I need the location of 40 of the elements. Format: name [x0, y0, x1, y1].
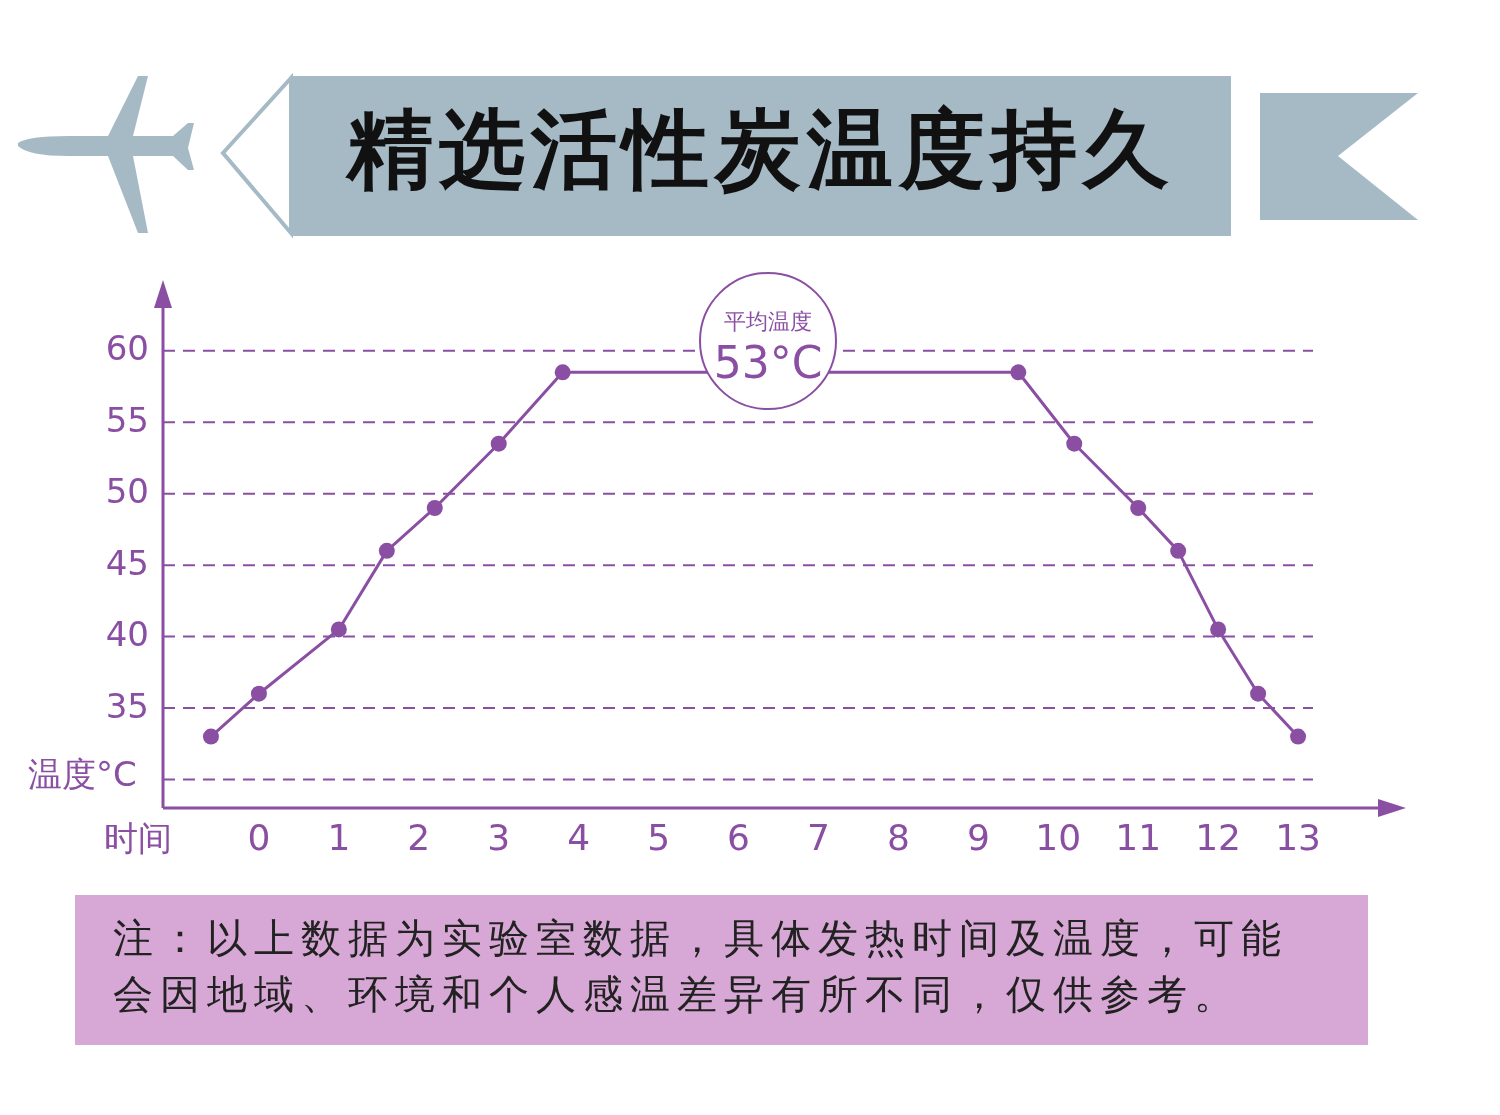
x-tick-label: 5 [647, 817, 671, 858]
x-tick-label: 0 [247, 817, 271, 858]
y-axis-title: 温度°C [28, 753, 137, 794]
x-tick-label: 1 [327, 817, 351, 858]
annotation: 平均温度 [724, 309, 812, 334]
y-tick-label: 55 [105, 399, 149, 440]
point [554, 364, 571, 381]
x-tick-label: 4 [567, 817, 591, 858]
x-tick-label: 8 [886, 817, 910, 858]
y-tick-label: 45 [105, 542, 149, 583]
y-tick-label: 60 [105, 328, 149, 369]
x-tick-label: 11 [1115, 817, 1162, 858]
point [490, 435, 507, 452]
point [202, 728, 219, 745]
x-tick-label: 9 [966, 817, 990, 858]
y-tick-label: 50 [105, 471, 149, 512]
x-axis-title: 时间 [104, 817, 172, 858]
point [1010, 364, 1027, 381]
chart-title: 精选活性炭温度持久 [345, 99, 1175, 200]
x-tick-label: 13 [1275, 817, 1321, 858]
point [426, 500, 443, 516]
point [1170, 542, 1187, 559]
x-tick-label: 7 [807, 817, 830, 858]
point [1130, 500, 1147, 516]
point [330, 621, 347, 638]
y-tick-label: 40 [105, 614, 149, 655]
text: 注：以上数据为实验室数据，具体发热时间及温度，可能会因地域、环境和个人感温差异有所不同，仅供参考。 [113, 914, 1289, 1019]
x-tick-label: 10 [1035, 817, 1082, 858]
point [1210, 621, 1227, 638]
annotation: 53°C [713, 337, 823, 388]
y-tick-label: 35 [105, 685, 149, 726]
point [1250, 685, 1267, 702]
x-tick-label: 3 [487, 817, 511, 858]
x-tick-label: 6 [727, 817, 750, 858]
x-tick-label: 12 [1195, 817, 1242, 858]
point [1066, 435, 1083, 452]
point [1290, 728, 1307, 745]
point [250, 685, 267, 702]
x-tick-label: 2 [407, 817, 431, 858]
point [378, 542, 395, 559]
